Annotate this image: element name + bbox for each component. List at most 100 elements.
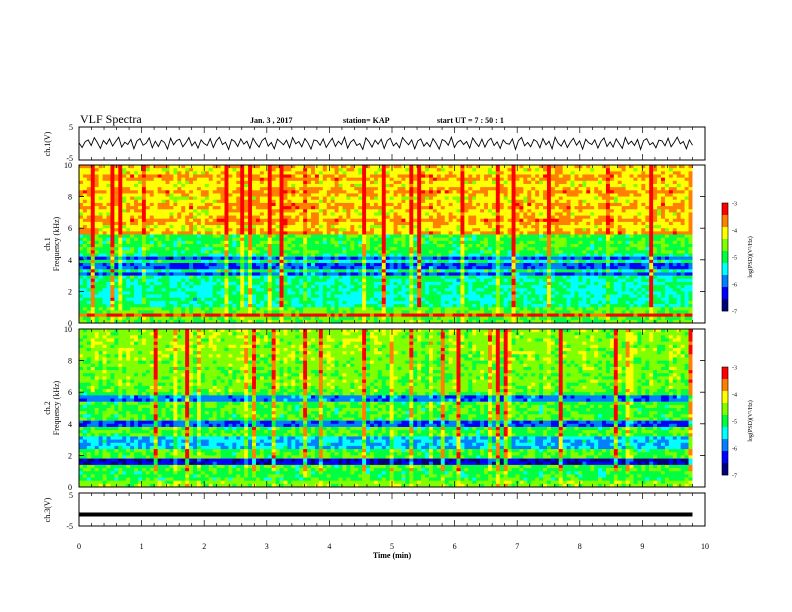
spectrogram-cell <box>208 310 213 314</box>
spectrogram-cell <box>283 269 288 273</box>
spectrogram-cell <box>401 316 406 321</box>
spectrogram-cell <box>440 221 446 226</box>
spectrogram-cell <box>134 234 139 238</box>
spectrogram-cell <box>137 225 143 229</box>
spectrogram-cell <box>240 196 245 201</box>
spectrogram-cell <box>366 234 371 238</box>
spectrogram-cell <box>334 275 339 280</box>
spectrogram-cell <box>196 294 202 299</box>
spectrogram-cell <box>425 297 430 302</box>
spectrogram-cell <box>366 259 371 264</box>
spectrogram-cell <box>102 253 107 257</box>
spectrogram-cell <box>366 209 371 213</box>
spectrogram-cell <box>165 193 170 197</box>
spectrogram-cell <box>126 199 131 204</box>
spectrogram-cell <box>102 234 107 238</box>
spectrogram-cell <box>425 278 430 283</box>
spectrogram-cell <box>413 288 418 292</box>
spectrogram-cell <box>377 266 383 270</box>
spectrogram-cell <box>224 256 229 261</box>
spectrogram-cell <box>334 240 339 245</box>
spectrogram-cell <box>248 180 253 185</box>
spectrogram-cell <box>370 244 375 248</box>
spectrogram-cell <box>240 266 245 270</box>
spectrogram-cell <box>212 174 217 178</box>
spectrogram-cell <box>94 187 99 191</box>
spectrogram-cell <box>326 256 331 261</box>
spectrogram-cell <box>436 168 442 172</box>
spectrogram-cell <box>295 231 300 235</box>
spectrogram-cell <box>342 177 347 182</box>
spectrogram-cell <box>255 259 261 264</box>
spectrogram-cell <box>141 281 147 286</box>
spectrogram-cell <box>196 281 202 286</box>
spectrogram-cell <box>228 202 233 207</box>
spectrogram-cell <box>389 294 394 299</box>
spectrogram-cell <box>255 313 261 317</box>
spectrogram-cell <box>220 165 225 169</box>
spectrogram-cell <box>452 288 457 292</box>
spectrogram-cell <box>385 278 390 283</box>
spectrogram-cell <box>259 209 265 213</box>
spectrogram-cell <box>220 288 225 292</box>
spectrogram-cell <box>287 221 292 226</box>
spectrogram-cell <box>425 275 430 280</box>
spectrogram-cell <box>318 237 324 242</box>
spectrogram-cell <box>212 234 217 238</box>
spectrogram-cell <box>429 275 434 280</box>
spectrogram-cell <box>240 275 245 280</box>
spectrogram-cell <box>318 291 324 295</box>
spectrogram-cell <box>389 202 394 207</box>
spectrogram-cell <box>314 294 320 299</box>
spectrogram-cell <box>330 202 335 207</box>
spectrogram-cell <box>98 209 103 213</box>
spectrogram-cell <box>287 218 292 223</box>
spectrogram-cell <box>220 266 225 270</box>
spectrogram-cell <box>130 202 135 207</box>
spectrogram-cell <box>177 313 182 317</box>
spectrogram-cell <box>311 231 316 235</box>
spectrogram-cell <box>149 199 155 204</box>
spectrogram-cell <box>295 316 300 321</box>
spectrogram-cell <box>259 275 265 280</box>
spectrogram-cell <box>354 231 359 235</box>
ch1-waveform-panel: 5 -5 ch.1(V) <box>43 123 706 163</box>
spectrogram-cell <box>90 240 96 245</box>
spectrogram-cell <box>196 174 202 178</box>
spectrogram-cell <box>425 250 430 254</box>
spectrogram-cell <box>185 281 190 286</box>
spectrogram-cell <box>307 180 312 185</box>
spectrogram-cell <box>452 240 457 245</box>
spectrogram-cell <box>165 218 170 223</box>
spectrogram-cell <box>448 247 453 251</box>
spectrogram-cell <box>440 215 446 220</box>
spectrogram-cell <box>208 225 213 229</box>
spectrogram-cell <box>291 297 296 302</box>
spectrogram-cell <box>137 256 143 261</box>
spectrogram-cell <box>401 250 406 254</box>
spectrogram-cell <box>307 272 312 276</box>
spectrogram-cell <box>82 183 88 188</box>
spectrogram-cell <box>397 212 402 216</box>
spectrogram-cell <box>279 253 284 257</box>
spectrogram-cell <box>385 304 390 308</box>
spectrogram-cell <box>413 168 418 172</box>
spectrogram-cell <box>157 193 162 197</box>
spectrogram-cell <box>141 304 147 308</box>
spectrogram-cell <box>248 247 253 251</box>
spectrogram-cell <box>204 259 210 264</box>
spectrogram-cell <box>212 319 217 324</box>
spectrogram-cell <box>299 300 304 305</box>
spectrogram-cell <box>346 275 351 280</box>
spectrogram-cell <box>452 256 457 261</box>
spectrogram-cell <box>413 174 418 178</box>
spectrogram-cell <box>149 209 155 213</box>
spectrogram-cell <box>106 193 111 197</box>
spectrogram-cell <box>413 225 418 229</box>
spectrogram-cell <box>303 206 308 210</box>
spectrogram-cell <box>405 319 410 324</box>
spectrogram-cell <box>200 244 206 248</box>
spectrogram-cell <box>122 288 127 292</box>
spectrogram-cell <box>366 196 371 201</box>
spectrogram-cell <box>102 259 107 264</box>
